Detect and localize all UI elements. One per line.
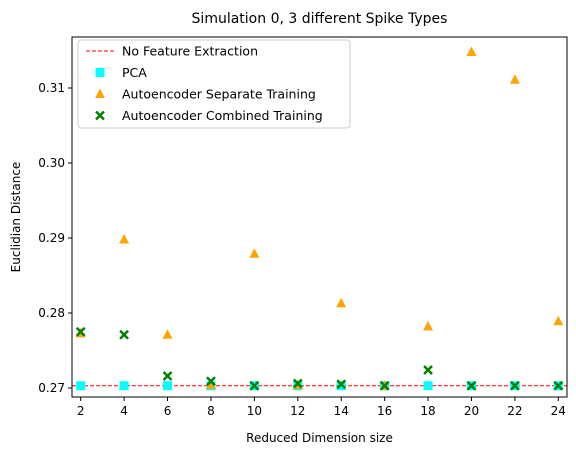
y-tick-label: 0.29 [38,231,65,245]
x-point [510,380,520,391]
triangle-point [249,248,260,258]
y-tick-label: 0.31 [38,81,65,95]
legend-handle-triangle [95,88,105,98]
square-point [163,381,173,391]
x-point [75,326,86,337]
plot-frame [71,36,568,398]
x-point [206,376,216,387]
triangle-point [553,315,564,326]
x-point [553,380,564,391]
legend-handle-x [95,110,105,121]
x-tick-label: 16 [377,404,392,418]
triangle-point [162,329,173,339]
x-point [423,365,433,375]
x-tick-label: 12 [290,404,305,418]
legend-box [77,39,351,129]
x-point [336,379,347,390]
square-point [76,381,86,391]
x-point [466,380,477,391]
x-point [249,380,260,391]
x-tick-label: 10 [247,404,262,418]
x-tick-label: 6 [164,404,172,418]
legend: No Feature Extraction PCA Autoencoder Sepa… [77,39,351,129]
x-axis-label: Reduced Dimension size [246,431,393,445]
x-tick-label: 20 [464,404,479,418]
triangle-point [205,379,216,389]
y-tick-label: 0.28 [38,306,65,320]
x-point [162,371,173,381]
triangle-point [466,46,477,56]
x-point [119,329,129,340]
x-point [292,378,303,389]
series-x [75,326,564,391]
triangle-point [336,297,347,308]
square-point [423,381,433,391]
x-point [379,380,390,391]
x-tick-label: 8 [207,404,215,418]
legend-handle-square [95,68,105,77]
chart-title: Simulation 0, 3 different Spike Types [192,11,448,27]
legend-label: Autoencoder Combined Training [122,108,323,123]
triangle-point [509,74,520,84]
x-tick-label: 14 [334,404,349,418]
y-tick-label: 0.27 [38,381,65,395]
y-axis-label: Euclidian Distance [9,162,23,273]
y-tick-label: 0.30 [38,156,65,170]
triangle-point [423,321,434,331]
x-tick-label: 18 [420,404,435,418]
square-point [119,381,129,391]
x-tick-label: 4 [120,404,128,418]
ticks: 2 4 6 8 10 12 14 16 18 20 22 240.270.280.290.300.31 [38,81,566,418]
triangle-point [119,234,130,244]
legend-label: No Feature Extraction [122,44,258,59]
plot-area [72,46,567,391]
x-tick-label: 2 [77,404,85,418]
legend-label: Autoencoder Separate Training [122,87,316,102]
x-tick-label: 24 [551,404,566,418]
legend-label: PCA [122,65,147,80]
x-tick-label: 22 [507,404,522,418]
